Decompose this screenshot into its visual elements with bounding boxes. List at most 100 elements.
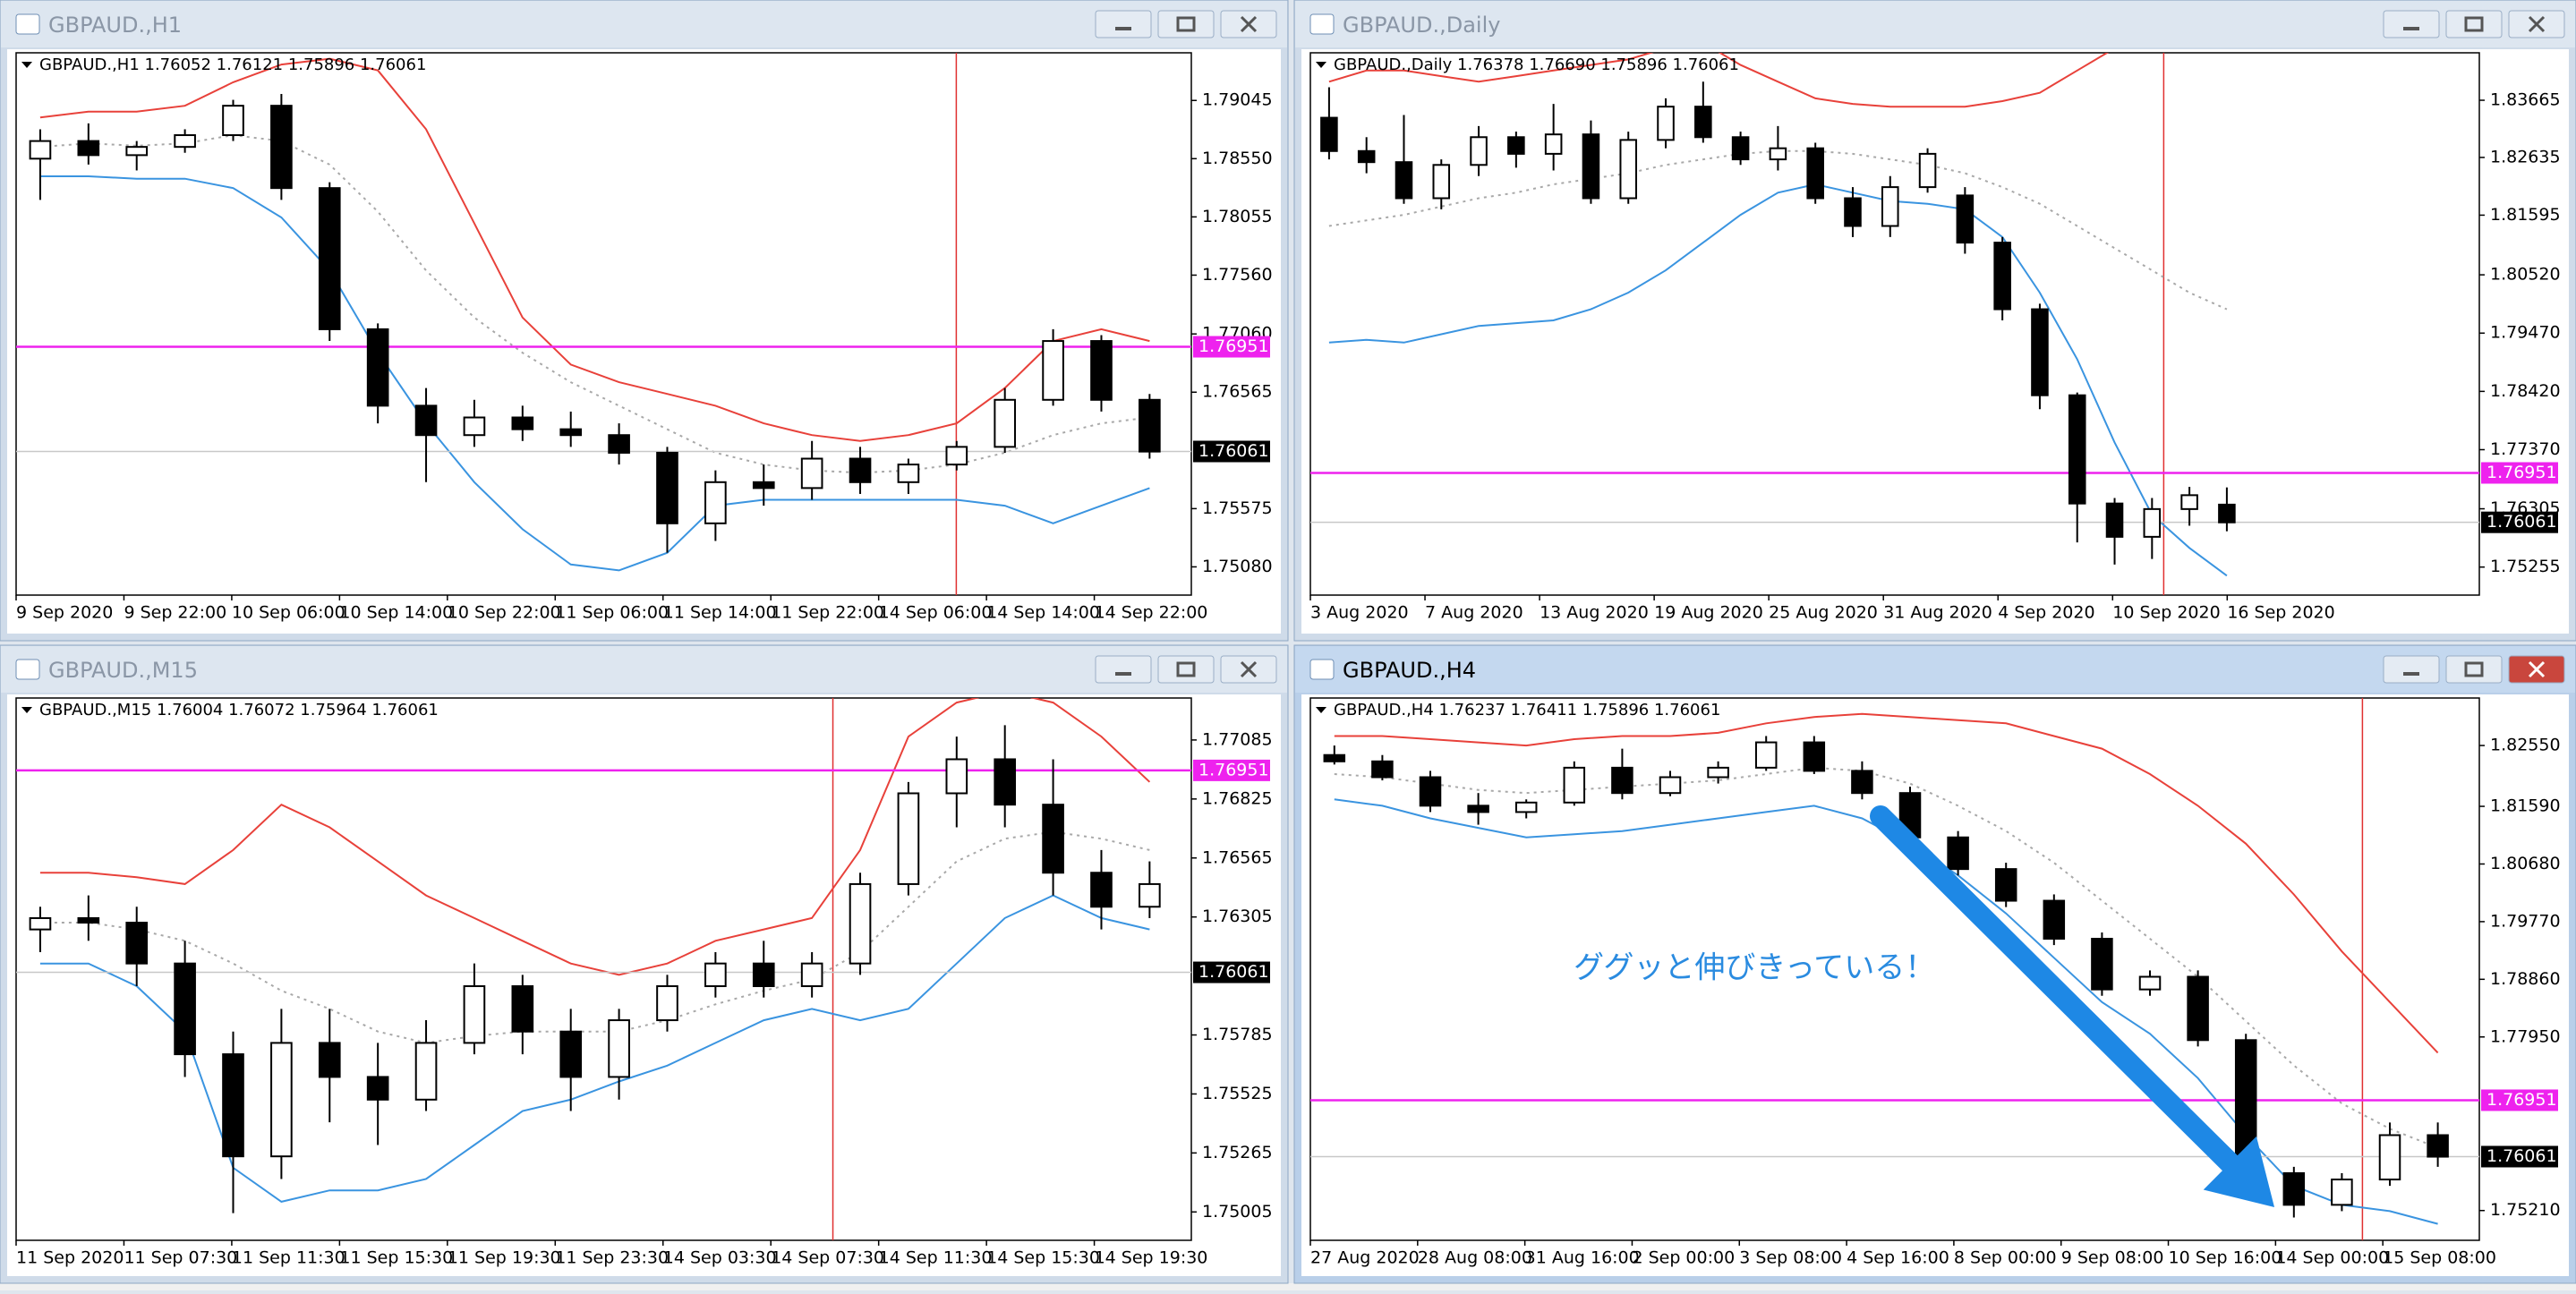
candle-body	[559, 428, 583, 437]
maximize-button[interactable]	[1157, 10, 1215, 38]
minimize-button[interactable]	[2383, 10, 2440, 38]
candle-body	[77, 140, 100, 157]
y-tick-label: 1.75005	[1202, 1202, 1273, 1222]
window-icon	[1309, 13, 1335, 35]
chart-window[interactable]: GBPAUD.,H4 GBPAUD.,H4 1.76237 1.76411 1.7…	[1293, 644, 2576, 1284]
maximize-button[interactable]	[2445, 655, 2503, 684]
minimize-button[interactable]	[2383, 655, 2440, 684]
chart-window[interactable]: GBPAUD.,M15 GBPAUD.,M15 1.76004 1.76072 1…	[0, 644, 1289, 1284]
y-tick-label: 1.78860	[2490, 969, 2561, 989]
candle-body	[559, 1030, 583, 1078]
button-glyph	[2528, 15, 2546, 33]
candle-body	[1090, 872, 1113, 908]
chart-area	[1301, 49, 2569, 634]
x-tick-label: 4 Sep 16:00	[1847, 1248, 1949, 1268]
level-box	[2481, 462, 2558, 484]
x-tick-label: 14 Sep 19:30	[1095, 1248, 1208, 1268]
window-title[interactable]: GBPAUD.,H1	[48, 13, 182, 38]
y-tick-label: 1.77370	[2490, 439, 2561, 459]
x-tick-label: 9 Sep 08:00	[2061, 1248, 2164, 1268]
x-tick-label: 31 Aug 2020	[1883, 603, 1992, 623]
y-tick-label: 1.77950	[2490, 1026, 2561, 1046]
candle-body	[1806, 147, 1824, 200]
candle-body	[1993, 242, 2011, 311]
x-tick-label: 14 Sep 00:00	[2275, 1248, 2389, 1268]
info-arrow	[21, 62, 32, 68]
y-tick-label: 1.76565	[1202, 847, 1273, 867]
chart-window[interactable]: GBPAUD.,Daily GBPAUD.,Daily 1.76378 1.766…	[1293, 0, 2576, 642]
candle-body	[366, 328, 389, 407]
candle-body	[945, 446, 968, 466]
candle-body	[1881, 186, 1899, 227]
maximize-button[interactable]	[1157, 655, 1215, 684]
candle-body	[1419, 776, 1442, 807]
candle-body	[1947, 836, 1969, 871]
y-tick-label: 1.77560	[1202, 265, 1273, 285]
plot-border	[15, 697, 1192, 1241]
annotation: ググッと伸びきっている！	[1574, 950, 1935, 986]
candle-body	[800, 962, 823, 988]
window-title[interactable]: GBPAUD.,M15	[48, 658, 198, 683]
minimize-button[interactable]	[1095, 10, 1152, 38]
x-tick-label: 11 Sep 23:30	[555, 1248, 669, 1268]
candle-body	[1754, 741, 1778, 769]
plot-border	[1309, 52, 2480, 596]
button-glyph	[1115, 672, 1131, 676]
y-tick-label: 1.78420	[2490, 381, 2561, 401]
x-tick-label: 8 Sep 00:00	[1954, 1248, 2057, 1268]
candle-body	[1357, 149, 1376, 164]
x-tick-label: 10 Sep 22:00	[448, 603, 561, 623]
y-tick-label: 1.81590	[2490, 796, 2561, 816]
candle-body	[704, 962, 727, 988]
price-label: 1.76061	[2486, 1146, 2557, 1166]
candle-body	[2068, 394, 2086, 505]
candle-body	[511, 985, 534, 1033]
y-tick-label: 1.75525	[1202, 1084, 1273, 1103]
x-tick-label: 2 Sep 00:00	[1632, 1248, 1735, 1268]
x-tick-label: 14 Sep 07:30	[771, 1248, 884, 1268]
candle-body	[2143, 507, 2162, 538]
level-label: 1.76951	[2486, 463, 2557, 482]
window-title[interactable]: GBPAUD.,H4	[1343, 658, 1476, 683]
candle-body	[608, 434, 630, 454]
plot	[16, 698, 1191, 1240]
x-tick-label: 4 Sep 2020	[1998, 603, 2094, 623]
candle-body	[414, 404, 438, 437]
x-tick-label: 10 Sep 06:00	[232, 603, 345, 623]
level-label: 1.76951	[1198, 760, 1269, 779]
button-glyph	[2528, 660, 2546, 678]
candle-body	[1803, 741, 1826, 772]
candle-body	[2105, 502, 2124, 538]
x-tick-label: 14 Sep 03:30	[663, 1248, 777, 1268]
button-glyph	[1115, 27, 1131, 30]
x-tick-label: 9 Sep 2020	[16, 603, 113, 623]
level-box	[2481, 1089, 2558, 1111]
candle-body	[2187, 975, 2209, 1042]
title-bar	[1, 1, 1287, 47]
candle-body	[1694, 106, 1712, 139]
window-title[interactable]: GBPAUD.,Daily	[1343, 13, 1500, 38]
x-tick-label: 14 Sep 15:30	[986, 1248, 1100, 1268]
x-tick-label: 3 Aug 2020	[1310, 603, 1409, 623]
candle-body	[1619, 139, 1638, 200]
maximize-button[interactable]	[2445, 10, 2503, 38]
y-tick-label: 1.76305	[1202, 907, 1273, 926]
candle-body	[29, 140, 52, 160]
candle-body	[463, 416, 486, 437]
minimize-button[interactable]	[1095, 655, 1152, 684]
level-label: 1.76951	[1198, 336, 1269, 356]
chart-window[interactable]: GBPAUD.,H1 GBPAUD.,H1 1.76052 1.76121 1.7…	[0, 0, 1289, 642]
candle-body	[77, 916, 100, 924]
band-upper	[39, 57, 1150, 442]
y-tick-label: 1.75080	[1202, 557, 1273, 576]
candle-body	[897, 792, 920, 885]
band-lower	[39, 175, 1150, 572]
button-glyph	[2403, 672, 2419, 676]
band-middle	[1328, 149, 2228, 311]
y-tick-label: 1.78550	[1202, 149, 1273, 168]
y-tick-label: 1.80520	[2490, 265, 2561, 285]
button-glyph	[1240, 660, 1258, 678]
price-box	[1193, 440, 1270, 463]
candle-body	[174, 134, 196, 149]
candle-body	[608, 1019, 630, 1078]
